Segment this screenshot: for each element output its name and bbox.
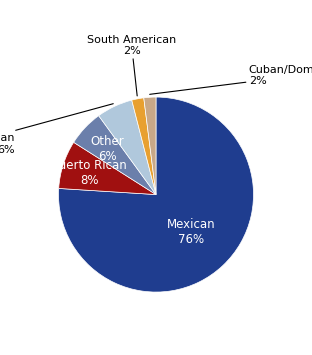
Wedge shape — [132, 98, 156, 195]
Wedge shape — [74, 116, 156, 195]
Wedge shape — [59, 97, 253, 292]
Text: South American
2%: South American 2% — [87, 34, 176, 96]
Wedge shape — [59, 142, 156, 195]
Wedge shape — [99, 100, 156, 195]
Text: Cuban/Dominican
2%: Cuban/Dominican 2% — [150, 65, 312, 94]
Text: Central American
6%: Central American 6% — [0, 104, 113, 155]
Text: Other
6%: Other 6% — [91, 135, 124, 163]
Text: Puerto Rican
8%: Puerto Rican 8% — [52, 159, 127, 187]
Wedge shape — [144, 97, 156, 195]
Text: Mexican
76%: Mexican 76% — [166, 218, 215, 246]
